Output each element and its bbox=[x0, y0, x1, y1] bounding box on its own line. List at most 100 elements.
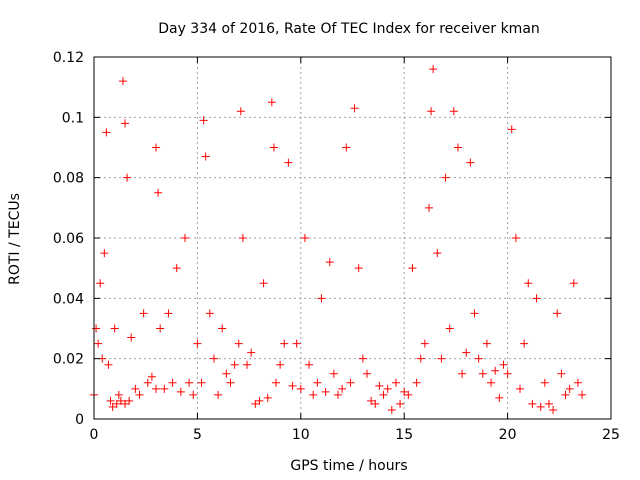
data-point bbox=[176, 387, 185, 396]
data-point bbox=[346, 378, 355, 387]
data-point bbox=[445, 324, 454, 333]
data-point bbox=[433, 249, 442, 258]
data-point bbox=[193, 339, 202, 348]
data-point bbox=[94, 339, 103, 348]
data-point bbox=[503, 369, 512, 378]
data-point bbox=[92, 324, 101, 333]
data-point bbox=[507, 125, 516, 134]
data-point bbox=[214, 390, 223, 399]
data-point bbox=[375, 381, 384, 390]
data-point bbox=[147, 372, 156, 381]
data-point bbox=[470, 309, 479, 318]
data-point bbox=[396, 399, 405, 408]
data-point bbox=[152, 143, 161, 152]
data-point bbox=[400, 387, 409, 396]
x-tick-label: 20 bbox=[499, 427, 517, 443]
data-point bbox=[300, 234, 309, 242]
data-point bbox=[495, 393, 504, 402]
data-point bbox=[121, 119, 130, 128]
plot-frame bbox=[93, 56, 612, 420]
data-point bbox=[104, 360, 113, 369]
data-point bbox=[334, 390, 343, 399]
y-tick-label: 0.1 bbox=[62, 110, 84, 126]
data-point bbox=[288, 381, 297, 390]
data-point bbox=[528, 399, 537, 408]
data-point bbox=[474, 354, 483, 363]
data-point bbox=[152, 384, 161, 393]
data-point bbox=[329, 369, 338, 378]
data-point bbox=[557, 369, 566, 378]
data-point bbox=[116, 396, 125, 405]
data-point bbox=[358, 354, 367, 363]
data-point bbox=[127, 333, 136, 342]
data-point bbox=[491, 366, 500, 375]
data-point bbox=[573, 378, 582, 387]
data-point bbox=[478, 369, 487, 378]
data-point bbox=[108, 402, 117, 411]
data-point bbox=[516, 384, 525, 393]
data-point bbox=[276, 360, 285, 369]
data-point bbox=[437, 354, 446, 363]
data-point bbox=[189, 390, 198, 399]
data-point bbox=[416, 354, 425, 363]
data-point bbox=[553, 309, 562, 318]
data-point bbox=[226, 378, 235, 387]
data-point bbox=[342, 143, 351, 152]
x-tick-label: 25 bbox=[602, 427, 620, 443]
data-point bbox=[321, 387, 330, 396]
data-point bbox=[234, 339, 243, 348]
data-point bbox=[317, 294, 326, 303]
data-point bbox=[218, 324, 227, 333]
x-tick-label: 15 bbox=[395, 427, 413, 443]
data-point bbox=[243, 360, 252, 369]
x-axis-label: GPS time / hours bbox=[290, 458, 407, 474]
axis-ticks: 0 5 10 15 20 25 0 0.02 0.04 0.06 0.08 0.1 0.12 bbox=[53, 50, 620, 443]
data-point bbox=[106, 396, 115, 405]
data-point bbox=[532, 294, 541, 303]
y-tick-label: 0 bbox=[75, 412, 84, 428]
data-point bbox=[296, 384, 305, 393]
data-point bbox=[114, 390, 123, 399]
data-point bbox=[383, 384, 392, 393]
data-point bbox=[236, 107, 245, 116]
y-tick-label: 0.12 bbox=[53, 50, 84, 66]
data-point bbox=[280, 339, 289, 348]
data-point bbox=[238, 234, 247, 242]
data-point bbox=[156, 324, 165, 333]
data-point bbox=[391, 378, 400, 387]
data-point bbox=[269, 143, 278, 152]
data-point bbox=[429, 65, 438, 74]
data-point bbox=[511, 234, 520, 242]
data-point bbox=[271, 378, 280, 387]
data-point bbox=[125, 396, 134, 405]
y-tick-label: 0.06 bbox=[53, 231, 84, 247]
data-point bbox=[284, 158, 293, 167]
data-point bbox=[520, 339, 529, 348]
data-point bbox=[292, 339, 301, 348]
data-point bbox=[259, 279, 268, 288]
data-point bbox=[112, 399, 121, 408]
data-point bbox=[197, 378, 206, 387]
data-point bbox=[536, 402, 545, 411]
data-point bbox=[247, 348, 256, 357]
data-point bbox=[185, 378, 194, 387]
data-point bbox=[251, 399, 260, 408]
data-point bbox=[387, 405, 396, 414]
data-points bbox=[90, 65, 587, 414]
data-point bbox=[462, 348, 471, 357]
data-point bbox=[499, 360, 508, 369]
data-point bbox=[143, 378, 152, 387]
data-point bbox=[205, 309, 214, 318]
data-point bbox=[313, 378, 322, 387]
data-point bbox=[230, 360, 239, 369]
data-point bbox=[482, 339, 491, 348]
data-point bbox=[427, 107, 436, 116]
data-point bbox=[561, 390, 570, 399]
data-point bbox=[425, 203, 434, 212]
y-tick-label: 0.02 bbox=[53, 352, 84, 368]
data-point bbox=[255, 396, 264, 405]
data-point bbox=[135, 390, 144, 399]
data-point bbox=[466, 158, 475, 167]
data-point bbox=[325, 258, 334, 267]
data-point bbox=[96, 279, 105, 288]
